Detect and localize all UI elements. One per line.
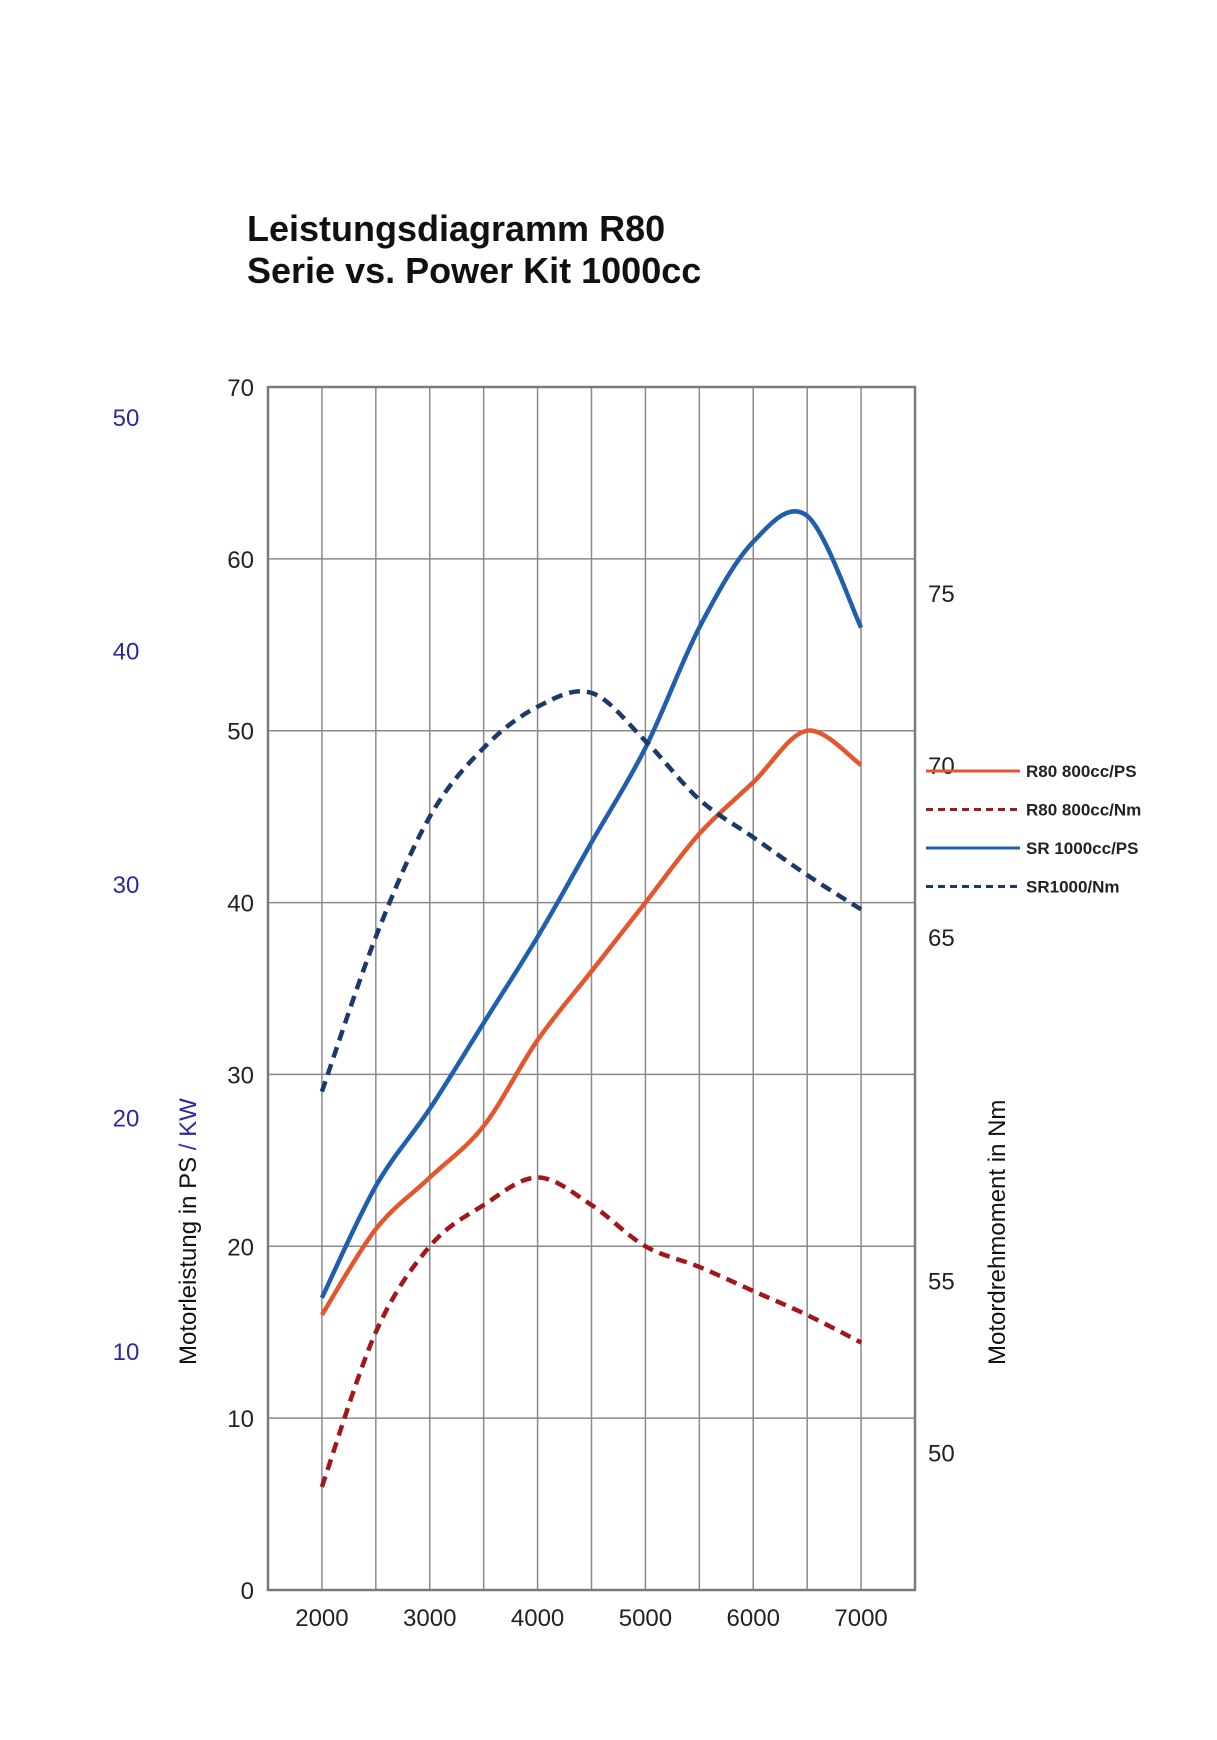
x-tick-label: 6000 — [727, 1605, 780, 1632]
series-lines — [319, 509, 864, 1488]
kw-axis-ticks: 10 20 30 40 50 — [113, 405, 140, 1366]
left-axis-ticks: 0 10 20 30 40 50 60 70 — [227, 375, 254, 1605]
right-axis-title: Motordrehmoment in Nm — [984, 1100, 1011, 1365]
right-tick-label: 50 — [928, 1441, 955, 1468]
x-tick-label: 2000 — [295, 1605, 348, 1632]
kw-tick-label: 50 — [113, 405, 140, 432]
x-axis-ticks: 2000 3000 4000 5000 6000 7000 — [295, 1605, 888, 1632]
left-tick-label: 40 — [227, 891, 254, 918]
right-tick-label: 75 — [928, 581, 955, 608]
left-tick-label: 60 — [227, 547, 254, 574]
series-line-4 — [319, 689, 863, 1093]
legend-label-1: R80 800cc/PS — [1026, 762, 1137, 781]
legend-label-2: R80 800cc/Nm — [1026, 801, 1141, 820]
chart-title: Leistungsdiagramm R80 Serie vs. Power Ki… — [247, 208, 701, 291]
legend-label-4: SR1000/Nm — [1026, 878, 1120, 897]
right-tick-label: 70 — [928, 753, 955, 780]
kw-tick-label: 30 — [113, 872, 140, 899]
left-tick-label: 70 — [227, 375, 254, 402]
kw-tick-label: 40 — [113, 639, 140, 666]
x-tick-label: 5000 — [619, 1605, 672, 1632]
series-line-1 — [319, 728, 863, 1317]
x-tick-label: 7000 — [834, 1605, 887, 1632]
left-axis-title-kw: / KW — [175, 1098, 202, 1157]
left-tick-label: 30 — [227, 1062, 254, 1089]
chart-title-line-2: Serie vs. Power Kit 1000cc — [247, 250, 701, 291]
left-tick-label: 0 — [241, 1578, 254, 1605]
right-axis-ticks: 50 55 65 70 75 — [928, 581, 955, 1467]
legend-label-3: SR 1000cc/PS — [1026, 839, 1138, 858]
chart-title-line-1: Leistungsdiagramm R80 — [247, 208, 665, 249]
left-tick-label: 50 — [227, 719, 254, 746]
left-tick-label: 20 — [227, 1234, 254, 1261]
x-tick-label: 4000 — [511, 1605, 564, 1632]
kw-tick-label: 10 — [113, 1339, 140, 1366]
left-axis-title-ps: Motorleistung in PS — [175, 1157, 202, 1365]
series-line-2 — [319, 1175, 863, 1488]
legend: R80 800cc/PS R80 800cc/Nm SR 1000cc/PS SR10… — [926, 762, 1141, 897]
x-tick-label: 3000 — [403, 1605, 456, 1632]
left-tick-label: 10 — [227, 1406, 254, 1433]
left-axis-title: Motorleistung in PS / KW — [175, 1098, 202, 1365]
grid — [268, 386, 915, 1591]
right-tick-label: 55 — [928, 1269, 955, 1296]
plot-border — [266, 385, 917, 1592]
plot-frame — [266, 385, 917, 1592]
kw-tick-label: 20 — [113, 1106, 140, 1133]
series-line-3 — [319, 509, 864, 1299]
right-tick-label: 65 — [928, 925, 955, 952]
